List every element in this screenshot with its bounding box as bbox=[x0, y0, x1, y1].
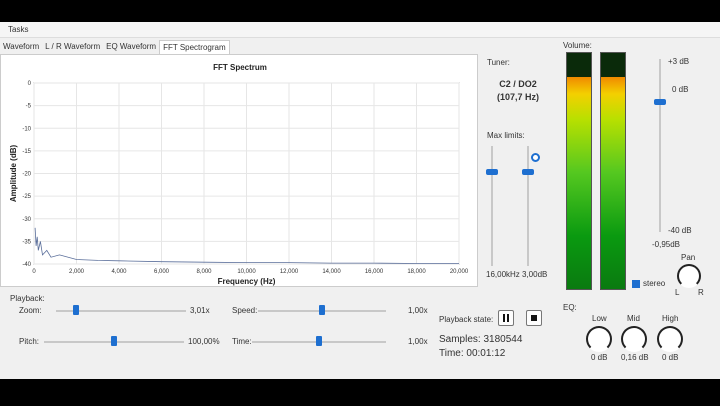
right-level-fill bbox=[601, 76, 625, 289]
x-tick-label: 4,000 bbox=[111, 269, 127, 275]
y-tick-label: -25 bbox=[22, 194, 31, 200]
zoom-label: Zoom: bbox=[19, 306, 42, 315]
pan-right-label: R bbox=[698, 288, 704, 297]
time-value: 1,00x bbox=[408, 337, 428, 346]
samples-count: Samples: 3180544 bbox=[439, 334, 523, 345]
eq-mid-value: 0,16 dB bbox=[621, 353, 649, 362]
y-tick-label: -35 bbox=[22, 239, 31, 245]
volume-scale-zero: 0 dB bbox=[672, 85, 689, 94]
spectrum-line bbox=[34, 227, 459, 264]
zoom-slider-track[interactable] bbox=[56, 310, 186, 312]
playback-label: Playback: bbox=[10, 294, 45, 303]
x-tick-label: 18,000 bbox=[407, 269, 426, 275]
y-tick-label: -20 bbox=[22, 172, 31, 178]
zoom-value: 3,01x bbox=[190, 306, 210, 315]
eq-high-value: 0 dB bbox=[662, 353, 679, 362]
stop-button[interactable] bbox=[526, 310, 542, 326]
tuner-frequency: (107,7 Hz) bbox=[496, 92, 540, 102]
y-tick-label: -5 bbox=[26, 104, 32, 110]
menu-tasks[interactable]: Tasks bbox=[8, 25, 29, 34]
max-limits-label: Max limits: bbox=[487, 131, 525, 140]
pan-left-label: L bbox=[675, 288, 680, 297]
pause-button[interactable] bbox=[498, 310, 514, 326]
zoom-slider-thumb[interactable] bbox=[72, 305, 79, 315]
pitch-label: Pitch: bbox=[19, 337, 40, 346]
fft-chart: 0 2,000 4,000 6,000 8,000 10,000 12,000 14,000 1… bbox=[9, 81, 469, 286]
pause-icon bbox=[503, 314, 509, 322]
tab-lr-waveform[interactable]: L / R Waveform bbox=[45, 42, 101, 51]
eq-low-label: Low bbox=[592, 314, 607, 323]
eq-high-knob[interactable] bbox=[657, 326, 683, 352]
volume-label: Volume: bbox=[563, 41, 592, 50]
fft-chart-panel: FFT Spectrum 0 2,000 4,000 6,000 8,000 10,000… bbox=[0, 54, 478, 287]
x-axis-label: Frequency (Hz) bbox=[218, 277, 276, 286]
stereo-label: stereo bbox=[643, 279, 666, 288]
tab-eq-waveform[interactable]: EQ Waveform bbox=[106, 42, 157, 51]
tuner-label: Tuner: bbox=[487, 58, 510, 67]
x-tick-label: 14,000 bbox=[322, 269, 341, 275]
eq-low-value: 0 dB bbox=[591, 353, 608, 362]
cursor-icon bbox=[531, 153, 540, 162]
stereo-checkbox[interactable] bbox=[632, 280, 640, 288]
y-tick-label: -40 bbox=[22, 262, 31, 268]
eq-label: EQ: bbox=[563, 303, 577, 312]
max-db-value: 3,00dB bbox=[522, 270, 548, 279]
max-db-slider-track[interactable] bbox=[527, 146, 529, 266]
x-tick-label: 6,000 bbox=[154, 269, 170, 275]
max-freq-slider-thumb[interactable] bbox=[486, 169, 498, 176]
x-tick-label: 12,000 bbox=[280, 269, 299, 275]
tab-bar: Waveform L / R Waveform EQ Waveform FFT … bbox=[0, 40, 230, 54]
left-level-meter bbox=[566, 52, 592, 290]
pitch-value: 100,00% bbox=[188, 337, 220, 346]
volume-slider-thumb[interactable] bbox=[654, 99, 666, 106]
right-level-meter bbox=[600, 52, 626, 290]
tab-fft-spectrogram[interactable]: FFT Spectrogram bbox=[159, 40, 230, 54]
left-level-fill bbox=[567, 76, 591, 289]
eq-mid-knob[interactable] bbox=[621, 326, 647, 352]
x-tick-label: 10,000 bbox=[237, 269, 256, 275]
speed-slider-thumb[interactable] bbox=[319, 305, 325, 315]
max-db-slider-thumb[interactable] bbox=[522, 169, 534, 176]
max-freq-value: 16,00kHz bbox=[486, 270, 520, 279]
stop-icon bbox=[531, 315, 537, 321]
x-tick-label: 16,000 bbox=[365, 269, 384, 275]
volume-current-db: -0,95dB bbox=[652, 240, 681, 249]
x-tick-label: 8,000 bbox=[196, 269, 212, 275]
menu-bar: Tasks bbox=[0, 22, 720, 38]
eq-mid-label: Mid bbox=[627, 314, 640, 323]
time-label: Time: bbox=[232, 337, 252, 346]
volume-slider-track[interactable] bbox=[659, 59, 661, 232]
chart-title: FFT Spectrum bbox=[213, 63, 267, 72]
x-tick-label: 2,000 bbox=[69, 269, 85, 275]
x-tick-label: 20,000 bbox=[450, 269, 469, 275]
volume-scale-top: +3 dB bbox=[668, 57, 690, 66]
playback-state-label: Playback state: bbox=[439, 315, 494, 324]
volume-scale-bottom: -40 dB bbox=[668, 226, 692, 235]
eq-low-knob[interactable] bbox=[586, 326, 612, 352]
y-tick-label: -15 bbox=[22, 149, 31, 155]
y-tick-label: 0 bbox=[28, 81, 32, 87]
pitch-slider-thumb[interactable] bbox=[111, 336, 117, 346]
speed-label: Speed: bbox=[232, 306, 258, 315]
time-slider-thumb[interactable] bbox=[316, 336, 322, 346]
y-tick-label: -10 bbox=[22, 126, 31, 132]
pan-label: Pan bbox=[681, 253, 696, 262]
eq-high-label: High bbox=[662, 314, 679, 323]
tuner-note: C2 / DO2 bbox=[499, 79, 537, 89]
y-axis-label: Amplitude (dB) bbox=[9, 145, 18, 203]
x-tick-label: 0 bbox=[32, 269, 36, 275]
pan-knob[interactable] bbox=[677, 264, 701, 288]
tab-waveform[interactable]: Waveform bbox=[3, 42, 40, 51]
playback-time: Time: 00:01:12 bbox=[439, 348, 506, 359]
speed-value: 1,00x bbox=[408, 306, 428, 315]
y-tick-label: -30 bbox=[22, 217, 31, 223]
application-window: Tasks Waveform L / R Waveform EQ Wavefor… bbox=[0, 22, 720, 379]
max-freq-slider-track[interactable] bbox=[491, 146, 493, 266]
